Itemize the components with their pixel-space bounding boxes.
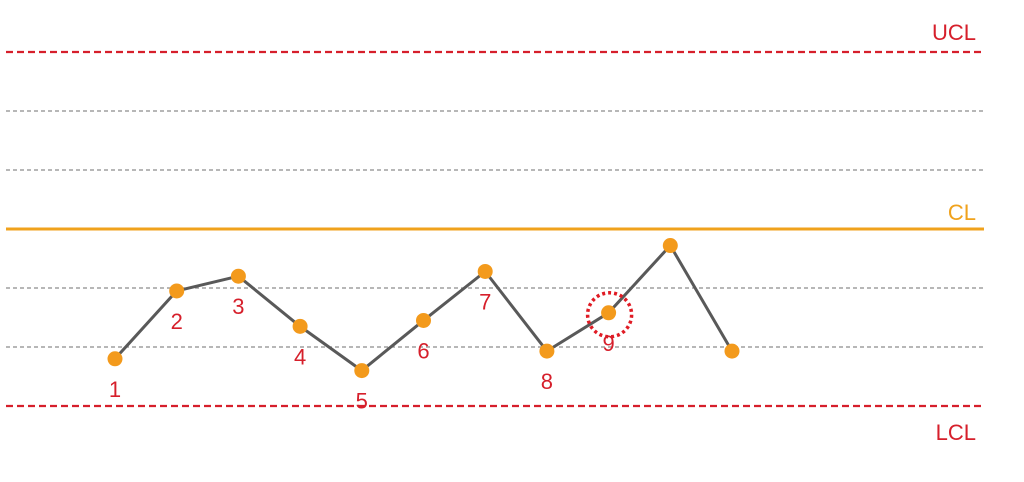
data-point-8 [539,343,555,359]
point-label-2: 2 [171,309,183,334]
point-label-6: 6 [417,338,429,363]
point-label-9: 9 [602,331,614,356]
point-label-1: 1 [109,377,121,402]
point-label-3: 3 [232,294,244,319]
point-labels: 1 2 3 4 5 6 7 8 9 [109,289,615,413]
highlight-ring [585,291,634,339]
data-point-2 [169,283,185,299]
point-label-5: 5 [356,389,368,414]
data-point-10 [662,238,678,254]
data-series [107,238,740,379]
label-lcl: LCL [936,420,976,445]
data-point-1 [107,351,123,367]
data-point-4 [292,318,308,334]
label-cl: CL [948,200,976,225]
point-label-4: 4 [294,344,306,369]
data-point-9 [601,305,617,321]
data-point-5 [354,363,370,379]
data-point-6 [416,312,431,328]
point-label-7: 7 [479,289,491,314]
control-lines: UCL CL LCL [6,20,984,445]
point-label-8: 8 [541,369,553,394]
label-ucl: UCL [932,20,976,45]
data-point-3 [230,268,246,284]
data-point-11 [724,343,740,359]
data-point-7 [477,263,493,279]
